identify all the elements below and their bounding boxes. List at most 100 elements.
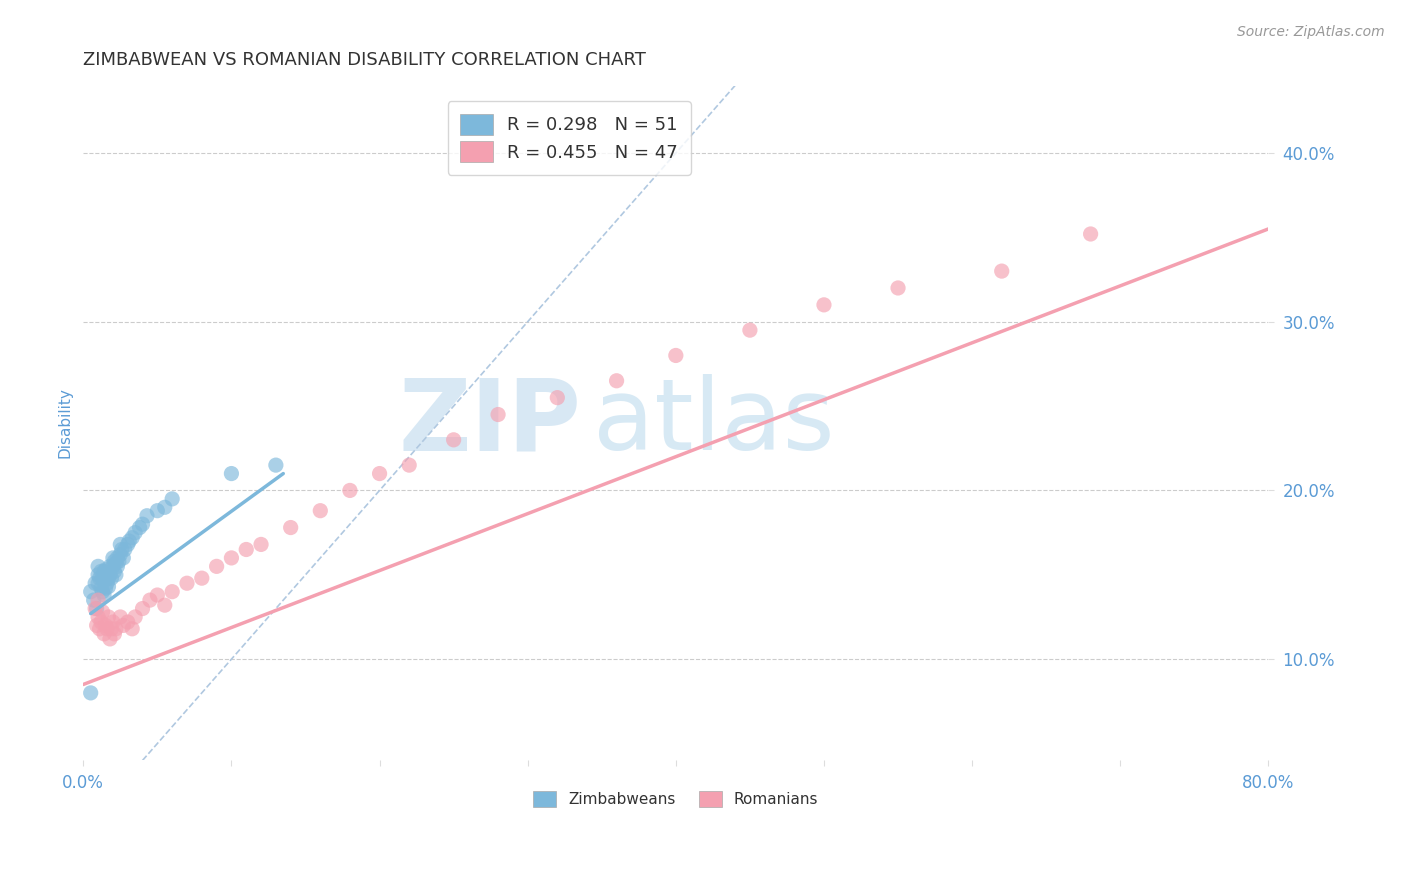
Point: [96, 622, 118, 636]
Point: [93, 565, 115, 579]
Point: [91, 605, 114, 619]
Point: [90, 565, 112, 579]
Point: [103, 627, 125, 641]
Text: ZIP: ZIP: [398, 375, 581, 472]
Point: [606, 374, 628, 388]
Point: [221, 467, 243, 481]
Point: [105, 550, 128, 565]
Point: [94, 618, 117, 632]
Point: [121, 531, 143, 545]
Point: [1080, 227, 1102, 241]
Point: [131, 517, 153, 532]
Point: [90, 615, 112, 629]
Point: [112, 550, 135, 565]
Point: [84, 576, 107, 591]
Point: [813, 298, 835, 312]
Point: [398, 458, 420, 472]
Point: [146, 504, 169, 518]
Point: [160, 584, 183, 599]
Point: [124, 525, 146, 540]
Point: [117, 615, 139, 629]
Point: [98, 632, 121, 646]
Point: [153, 500, 176, 515]
Point: [221, 550, 243, 565]
Point: [191, 571, 214, 585]
Point: [91, 584, 114, 599]
Point: [103, 554, 125, 568]
Text: Source: ZipAtlas.com: Source: ZipAtlas.com: [1237, 25, 1385, 39]
Point: [368, 467, 391, 481]
Point: [280, 520, 302, 534]
Point: [100, 571, 122, 585]
Point: [105, 559, 128, 574]
Point: [264, 458, 287, 472]
Point: [546, 391, 568, 405]
Point: [103, 565, 125, 579]
Point: [97, 571, 120, 585]
Point: [96, 567, 118, 582]
Point: [486, 408, 509, 422]
Point: [83, 593, 105, 607]
Point: [101, 550, 124, 565]
Point: [111, 542, 134, 557]
Point: [91, 571, 114, 585]
Point: [121, 622, 143, 636]
Point: [97, 610, 120, 624]
Point: [205, 559, 228, 574]
Point: [176, 576, 198, 591]
Point: [104, 567, 127, 582]
Point: [101, 559, 124, 574]
Point: [309, 504, 332, 518]
Point: [110, 610, 132, 624]
Point: [86, 601, 108, 615]
Point: [87, 567, 110, 582]
Point: [114, 542, 136, 557]
Point: [104, 622, 127, 636]
Point: [738, 323, 761, 337]
Point: [87, 559, 110, 574]
Point: [89, 571, 111, 585]
Point: [887, 281, 910, 295]
Point: [235, 542, 257, 557]
Point: [84, 601, 107, 615]
Point: [94, 582, 117, 596]
Point: [87, 576, 110, 591]
Point: [104, 556, 127, 570]
Legend: Zimbabweans, Romanians: Zimbabweans, Romanians: [527, 785, 824, 814]
Point: [93, 588, 115, 602]
Point: [87, 610, 110, 624]
Point: [146, 588, 169, 602]
Point: [87, 593, 110, 607]
Point: [136, 508, 159, 523]
Point: [339, 483, 361, 498]
Point: [139, 593, 162, 607]
Point: [80, 686, 103, 700]
Point: [117, 537, 139, 551]
Point: [110, 548, 132, 562]
Text: ZIMBABWEAN VS ROMANIAN DISABILITY CORRELATION CHART: ZIMBABWEAN VS ROMANIAN DISABILITY CORREL…: [83, 51, 647, 69]
Point: [118, 534, 141, 549]
Point: [80, 584, 103, 599]
Point: [90, 582, 112, 596]
Point: [112, 618, 135, 632]
Point: [124, 610, 146, 624]
Point: [86, 618, 108, 632]
Point: [160, 491, 183, 506]
Point: [131, 601, 153, 615]
Point: [110, 537, 132, 551]
Text: atlas: atlas: [593, 375, 835, 472]
Point: [128, 520, 150, 534]
Point: [990, 264, 1012, 278]
Point: [250, 537, 273, 551]
Point: [108, 554, 131, 568]
Y-axis label: Disability: Disability: [58, 387, 72, 458]
Point: [97, 580, 120, 594]
Point: [98, 559, 121, 574]
Point: [98, 567, 121, 582]
Point: [153, 598, 176, 612]
Point: [443, 433, 465, 447]
Point: [93, 627, 115, 641]
Point: [96, 576, 118, 591]
Point: [665, 348, 688, 362]
Point: [94, 573, 117, 587]
